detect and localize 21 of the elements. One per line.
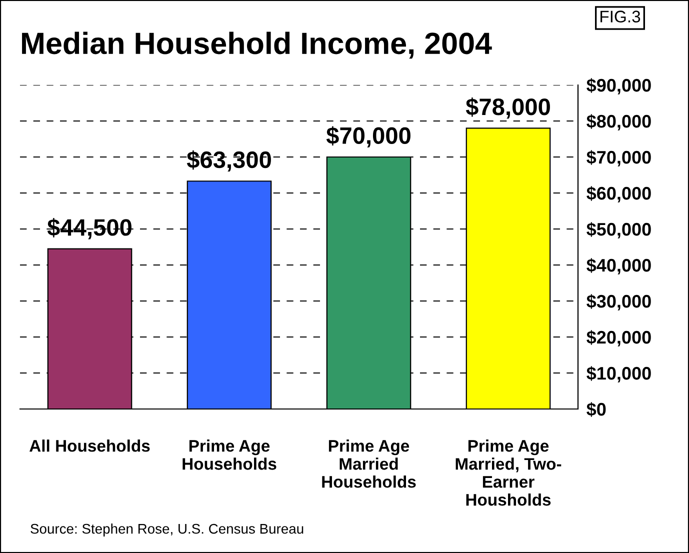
y-tick-label: $70,000 [586, 150, 651, 166]
data-label: $78,000 [466, 97, 550, 119]
y-tick-label: $80,000 [586, 114, 651, 130]
x-tick-label: All Households [30, 440, 150, 452]
y-tick-label: $50,000 [586, 222, 651, 238]
data-label: $63,300 [186, 150, 271, 172]
y-tick-label: $40,000 [586, 258, 651, 274]
y-tick-label: $0 [586, 402, 606, 417]
data-label: $70,000 [326, 126, 410, 148]
y-tick-label: $60,000 [586, 186, 651, 202]
chart-title: Median Household Income, 2004 [22, 32, 492, 59]
x-tick-label: Prime Age Households [182, 440, 276, 470]
x-tick-label: Prime Age Married, Two- Earner Housholds [456, 440, 562, 506]
data-label: $44,500 [47, 218, 132, 240]
y-tick-label: $20,000 [586, 330, 651, 346]
y-tick-label: $90,000 [586, 78, 651, 94]
source-note: Source: Stephen Rose, U.S. Census Bureau [30, 524, 304, 536]
x-tick-label: Prime Age Married Households [322, 440, 416, 488]
y-tick-label: $30,000 [586, 294, 651, 310]
y-tick-label: $10,000 [586, 366, 651, 382]
caption: FIG.3 [600, 10, 640, 22]
